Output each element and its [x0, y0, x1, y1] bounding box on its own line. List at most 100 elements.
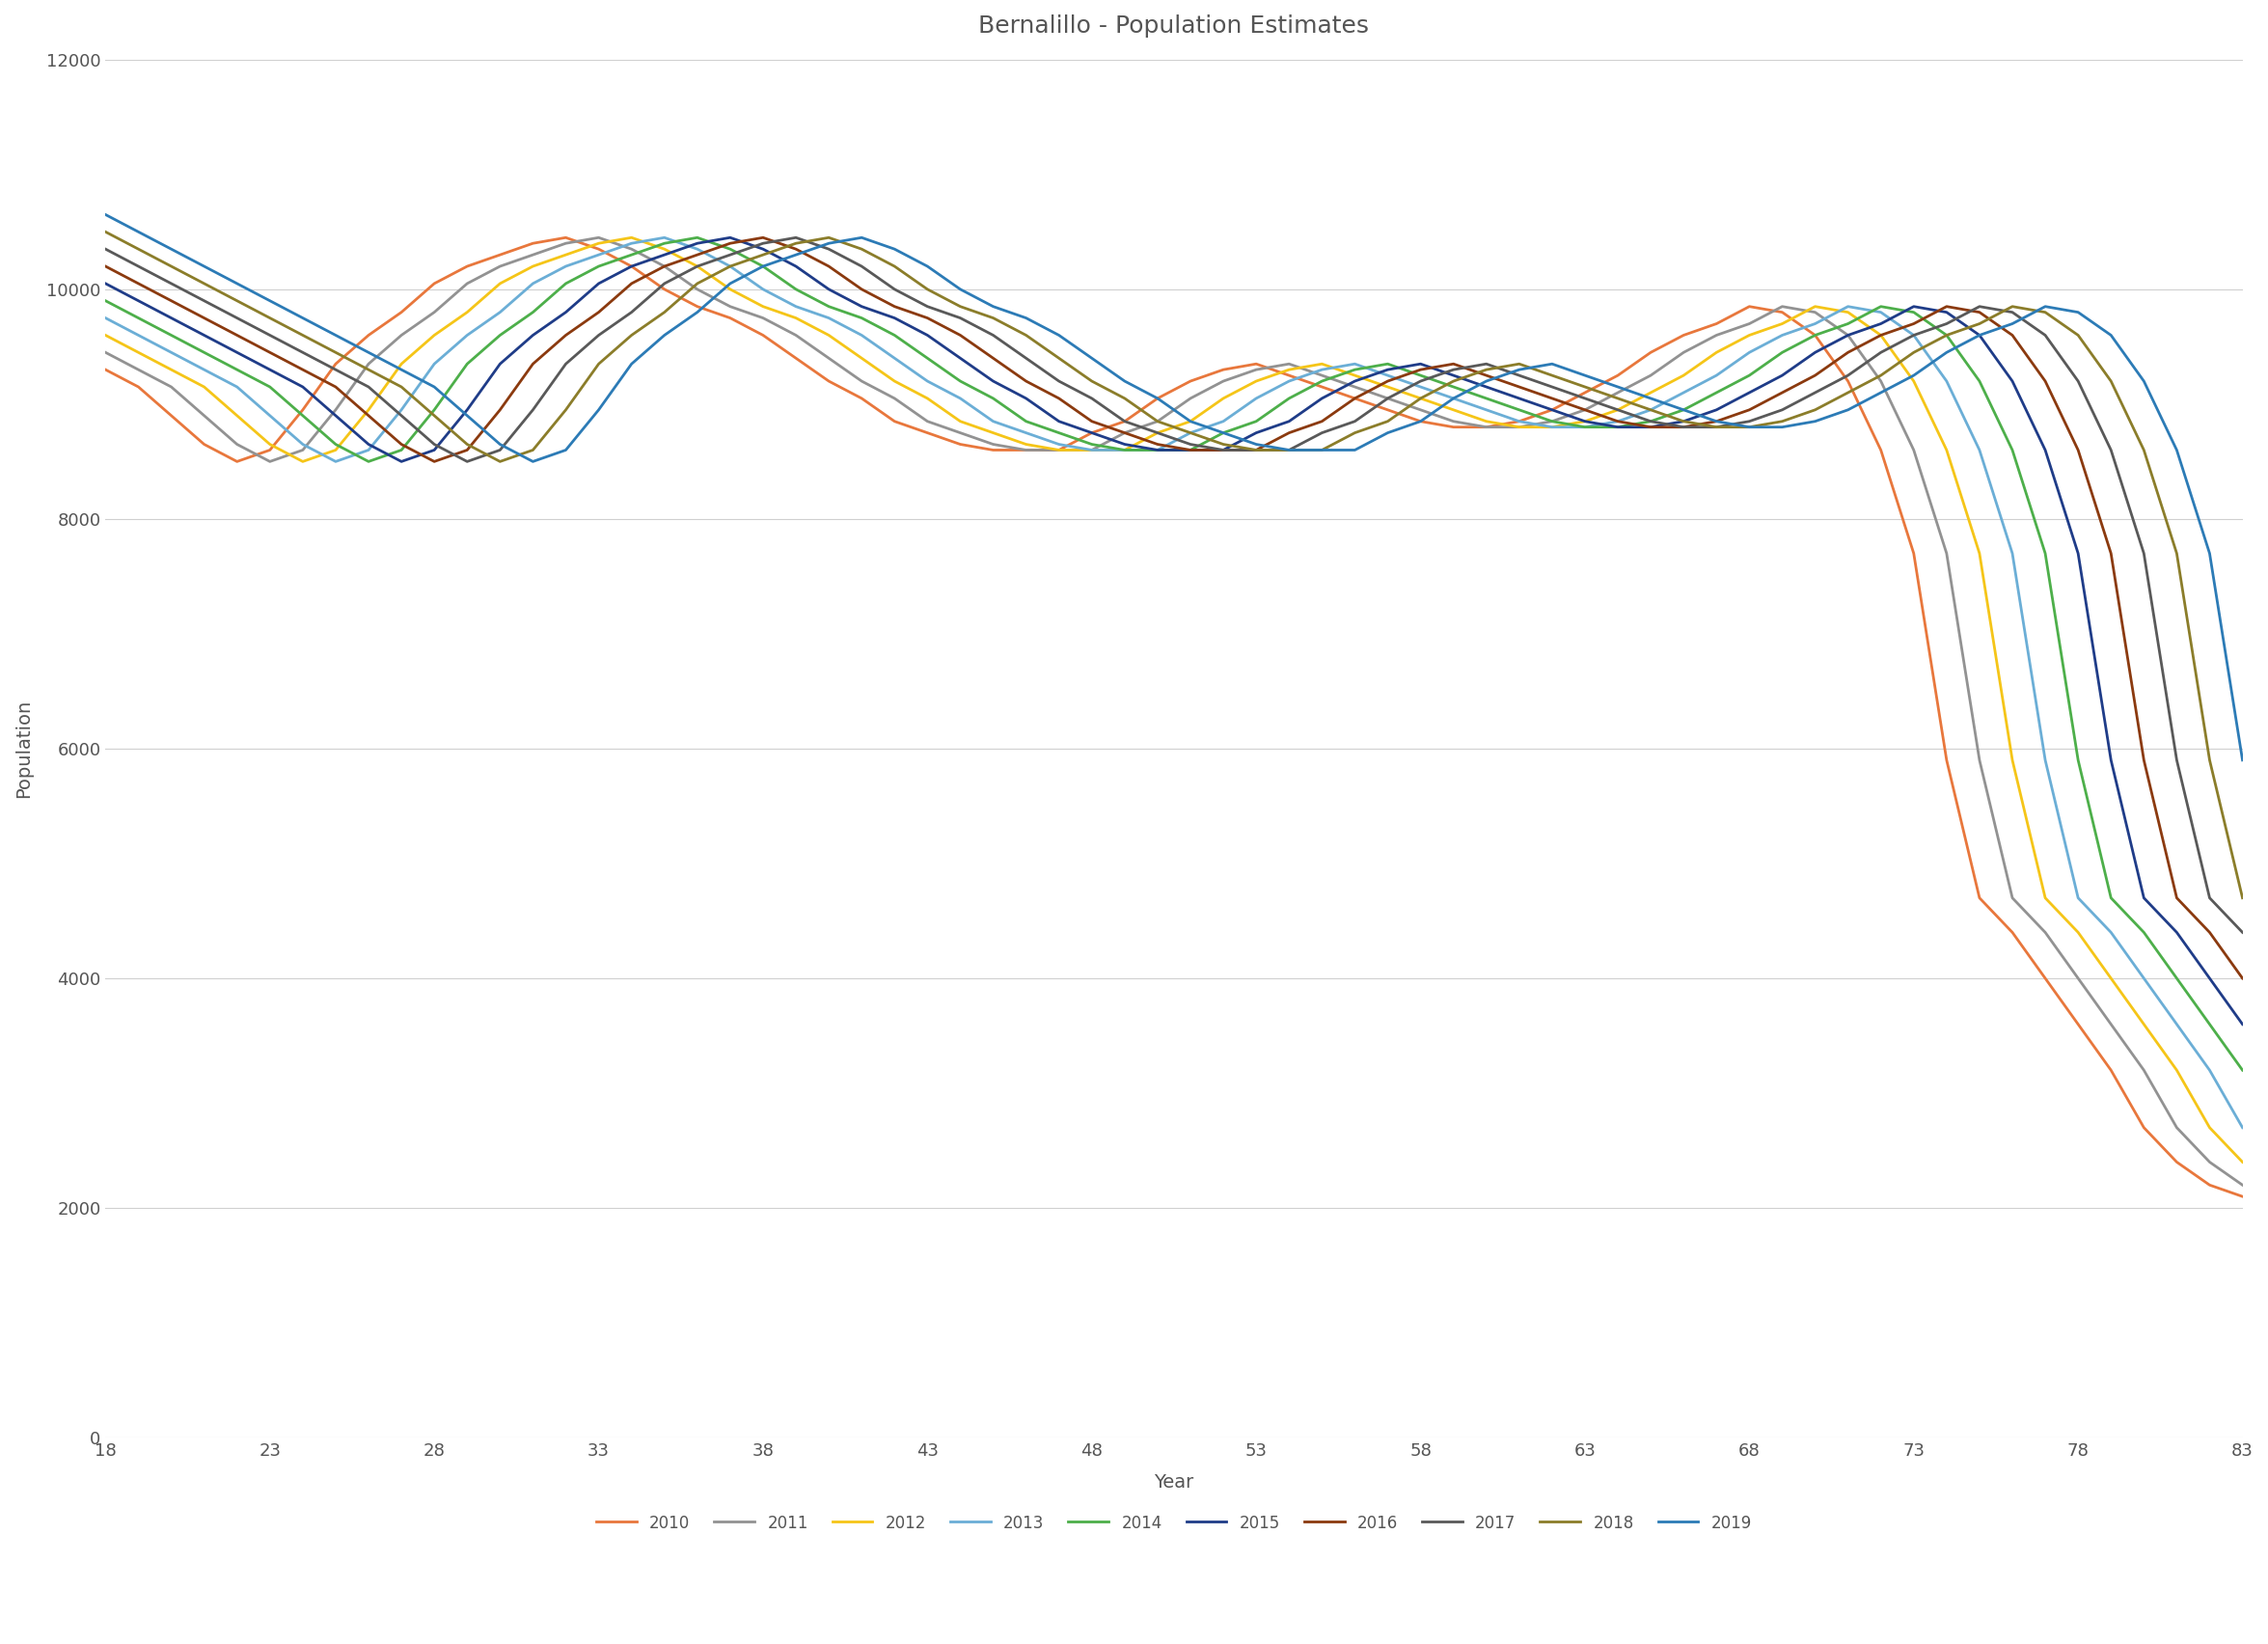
Line: 2014: 2014 — [107, 238, 2243, 1070]
2015 — [617, 256, 644, 276]
2011 — [2229, 1175, 2257, 1195]
2019 — [1769, 418, 1796, 437]
2018 — [1769, 411, 1796, 431]
2013 — [1046, 434, 1073, 454]
2015 — [1046, 411, 1073, 431]
Line: 2011: 2011 — [107, 238, 2243, 1185]
2014 — [2229, 1060, 2257, 1080]
2017 — [748, 233, 776, 253]
2016 — [782, 240, 810, 260]
2010 — [1046, 441, 1073, 460]
2013 — [93, 307, 120, 327]
2014 — [1801, 326, 1828, 345]
2013 — [782, 296, 810, 316]
2016 — [1046, 388, 1073, 408]
2017 — [2098, 441, 2125, 460]
2019 — [2229, 750, 2257, 769]
2017 — [1046, 372, 1073, 391]
2013 — [2098, 922, 2125, 942]
2011 — [651, 256, 678, 276]
2017 — [782, 229, 810, 248]
2017 — [256, 326, 284, 345]
Title: Bernalillo - Population Estimates: Bernalillo - Population Estimates — [980, 15, 1370, 38]
Line: 2012: 2012 — [107, 238, 2243, 1162]
2016 — [93, 256, 120, 276]
2011 — [782, 326, 810, 345]
2017 — [2229, 922, 2257, 942]
2018 — [2064, 326, 2091, 345]
Legend: 2010, 2011, 2012, 2013, 2014, 2015, 2016, 2017, 2018, 2019: 2010, 2011, 2012, 2013, 2014, 2015, 2016… — [587, 1506, 1760, 1540]
2018 — [617, 326, 644, 345]
2015 — [717, 229, 744, 248]
Line: 2017: 2017 — [107, 238, 2243, 932]
2013 — [651, 229, 678, 248]
2014 — [256, 376, 284, 396]
Y-axis label: Population: Population — [14, 699, 32, 797]
2012 — [651, 240, 678, 260]
2012 — [256, 434, 284, 454]
2015 — [1801, 342, 1828, 362]
2016 — [617, 273, 644, 293]
2018 — [2229, 888, 2257, 907]
X-axis label: Year: Year — [1154, 1473, 1193, 1491]
2014 — [617, 245, 644, 265]
2013 — [2229, 1118, 2257, 1138]
2016 — [256, 342, 284, 362]
2010 — [551, 229, 578, 248]
2011 — [256, 452, 284, 472]
2012 — [1046, 441, 1073, 460]
2014 — [1046, 423, 1073, 442]
2016 — [1801, 365, 1828, 385]
2015 — [782, 256, 810, 276]
2017 — [93, 240, 120, 260]
2014 — [93, 291, 120, 311]
Line: 2015: 2015 — [107, 238, 2243, 1024]
2019 — [748, 256, 776, 276]
2014 — [683, 229, 710, 248]
Line: 2019: 2019 — [107, 215, 2243, 760]
2012 — [617, 229, 644, 248]
2010 — [2098, 1060, 2125, 1080]
2015 — [2229, 1014, 2257, 1034]
2012 — [2098, 968, 2125, 988]
2011 — [93, 342, 120, 362]
2019 — [93, 206, 120, 225]
2013 — [617, 233, 644, 253]
2019 — [420, 376, 447, 396]
2012 — [782, 307, 810, 327]
2014 — [782, 279, 810, 299]
2011 — [1046, 441, 1073, 460]
2015 — [256, 360, 284, 380]
2012 — [2229, 1152, 2257, 1172]
2011 — [2098, 1014, 2125, 1034]
2010 — [782, 349, 810, 368]
2015 — [93, 273, 120, 293]
2011 — [1801, 302, 1828, 322]
Line: 2013: 2013 — [107, 238, 2243, 1128]
2018 — [93, 222, 120, 242]
2010 — [93, 360, 120, 380]
2015 — [2098, 750, 2125, 769]
2019 — [617, 353, 644, 373]
2018 — [748, 245, 776, 265]
2013 — [1801, 314, 1828, 334]
2011 — [585, 229, 612, 248]
2010 — [1801, 326, 1828, 345]
2010 — [2229, 1187, 2257, 1207]
2017 — [1801, 383, 1828, 403]
Line: 2010: 2010 — [107, 238, 2243, 1197]
2019 — [1012, 307, 1039, 327]
2013 — [256, 406, 284, 426]
2010 — [256, 441, 284, 460]
2016 — [2098, 544, 2125, 564]
2016 — [748, 229, 776, 248]
2016 — [2229, 968, 2257, 988]
2019 — [2064, 302, 2091, 322]
2017 — [617, 302, 644, 322]
2012 — [1801, 296, 1828, 316]
2010 — [651, 279, 678, 299]
2014 — [2098, 888, 2125, 907]
Line: 2018: 2018 — [107, 232, 2243, 898]
Line: 2016: 2016 — [107, 238, 2243, 978]
2018 — [1012, 326, 1039, 345]
